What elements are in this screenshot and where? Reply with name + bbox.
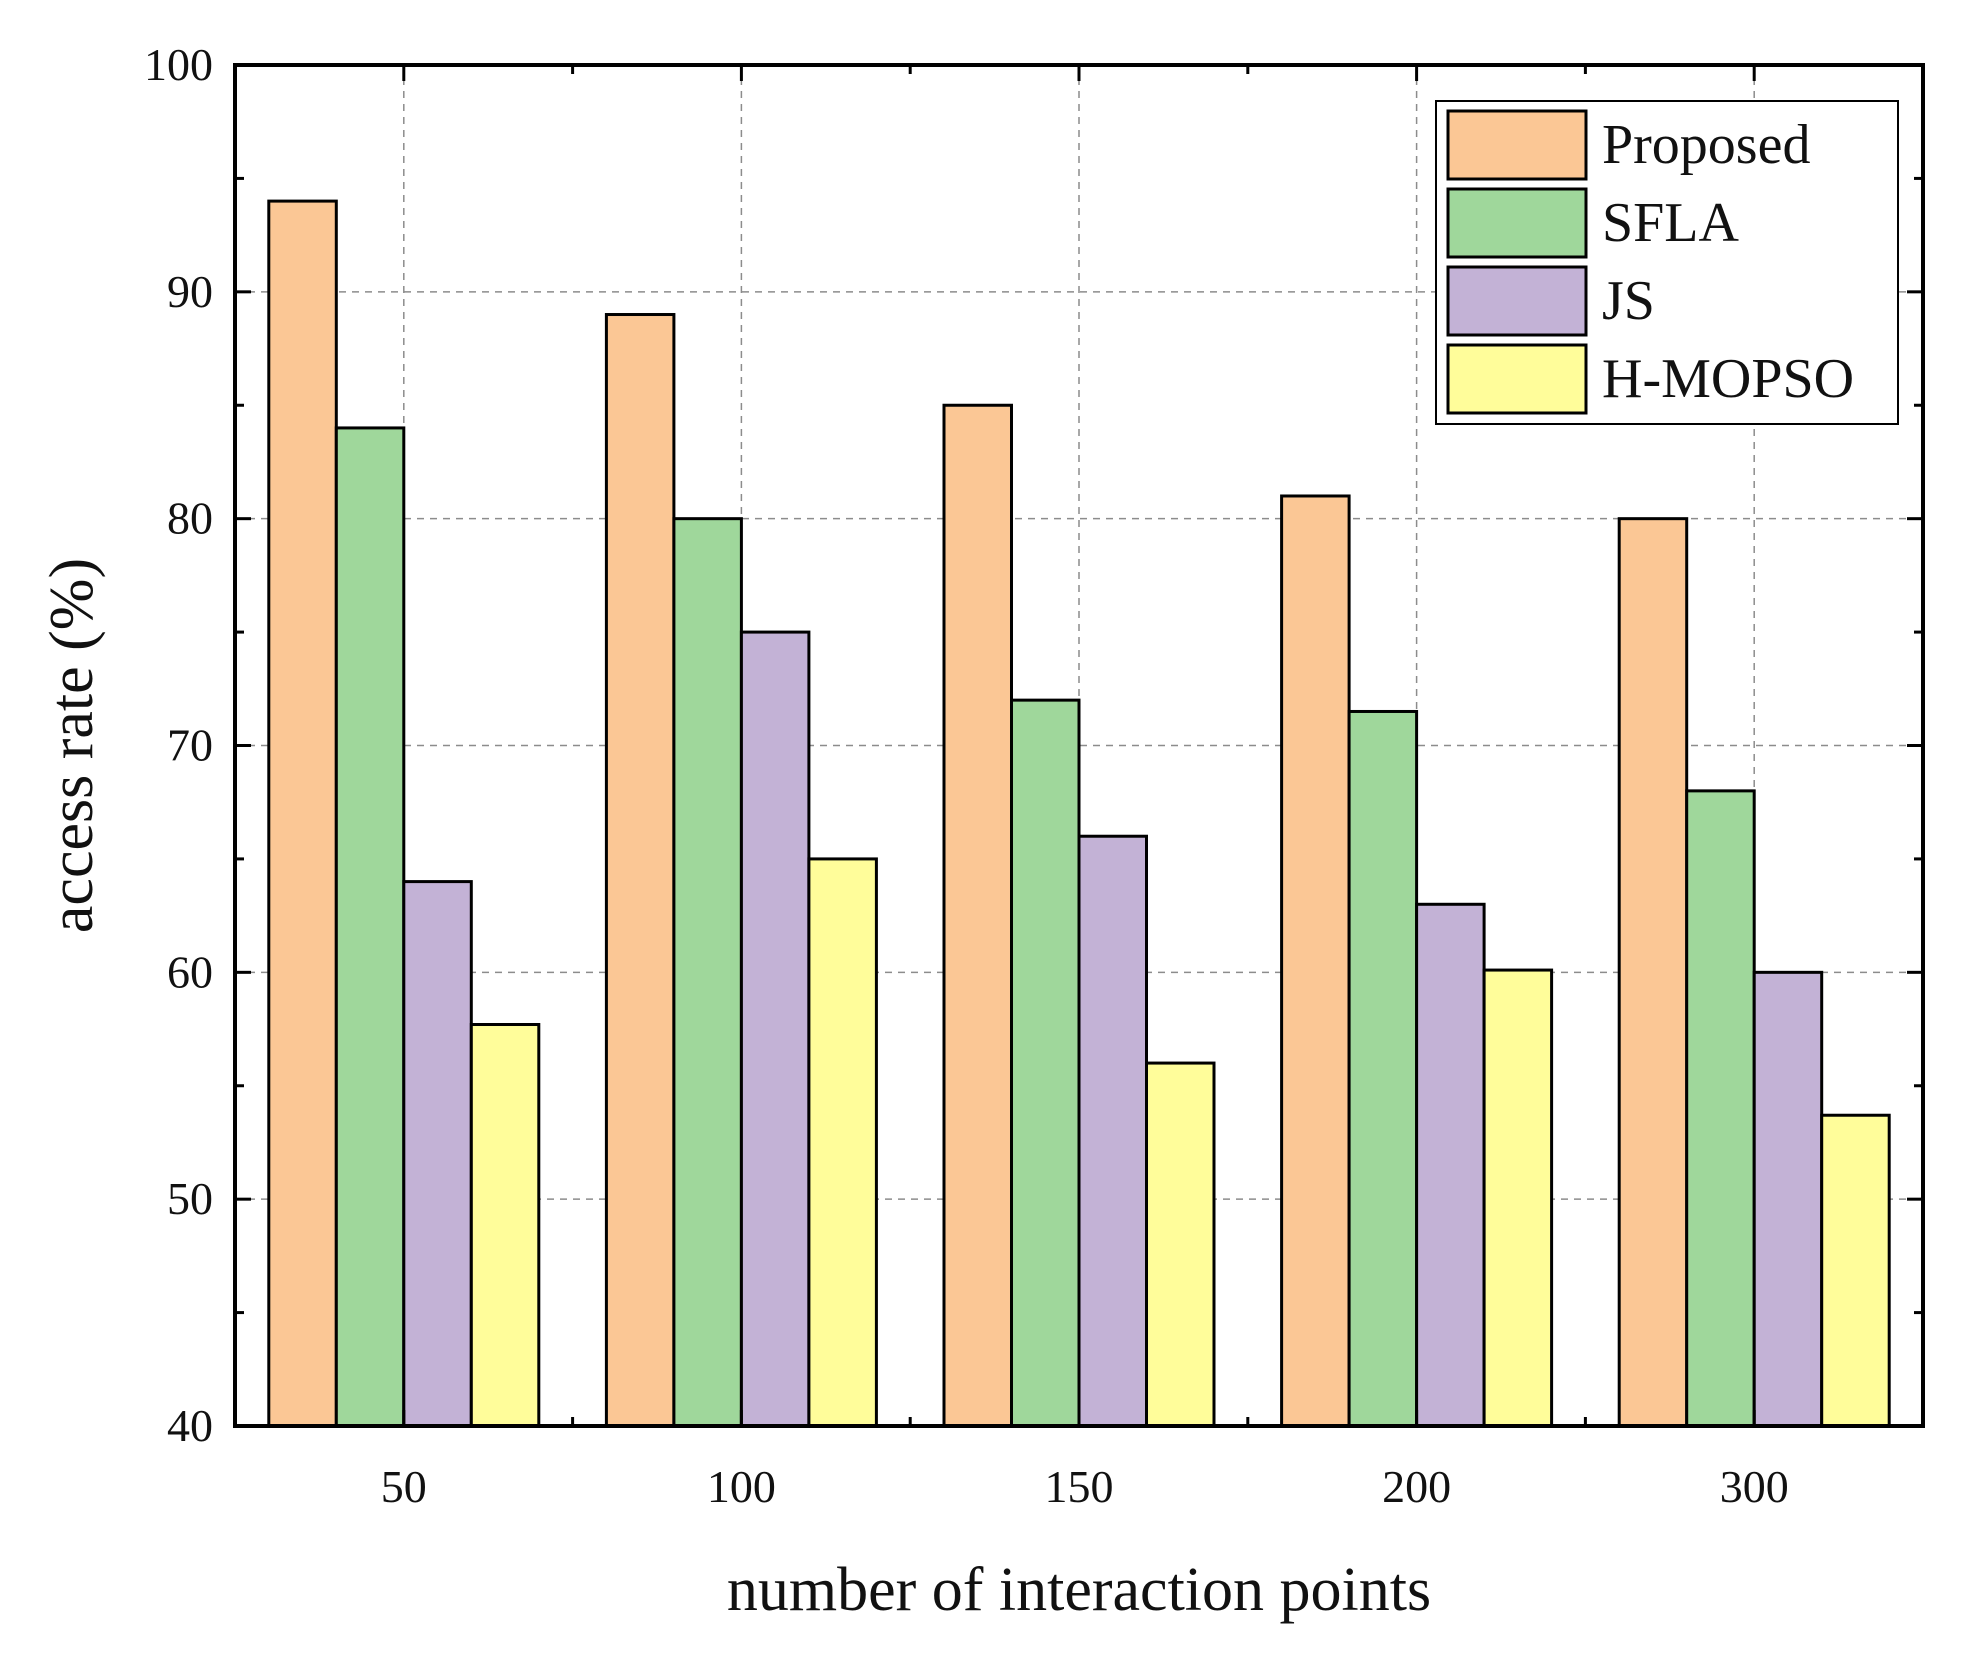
bar-sfla-200 — [1347, 709, 1419, 1428]
bar-h-mopso-100 — [807, 857, 878, 1428]
bar-js-50 — [402, 880, 473, 1428]
y-tick-label-50: 50 — [167, 1173, 213, 1224]
legend-swatch-sfla — [1446, 187, 1588, 259]
bar-sfla-100 — [672, 517, 743, 1428]
legend-swatch-h-mopso — [1446, 343, 1588, 415]
tick-labels: 40 50 60 70 80 90 100 50 100 150 200 300 — [144, 39, 1789, 1512]
x-tick-label-150: 150 — [1045, 1461, 1114, 1512]
bar-proposed-200 — [1280, 494, 1351, 1428]
bar-js-200 — [1415, 902, 1486, 1428]
legend: Proposed SFLA JS H-MOPSO — [1435, 100, 1899, 425]
y-tick-label-70: 70 — [167, 720, 213, 771]
legend-label-sfla: SFLA — [1602, 192, 1739, 254]
bar-js-150 — [1077, 834, 1148, 1428]
legend-label-js: JS — [1602, 270, 1655, 332]
bar-h-mopso-150 — [1145, 1061, 1216, 1428]
bar-sfla-300 — [1685, 789, 1756, 1428]
bar-h-mopso-300 — [1820, 1113, 1891, 1428]
bar-h-mopso-50 — [469, 1023, 541, 1428]
bar-sfla-150 — [1010, 698, 1081, 1428]
bar-proposed-300 — [1617, 517, 1689, 1428]
legend-label-proposed: Proposed — [1602, 114, 1810, 176]
y-axis-title: access rate (%) — [38, 558, 106, 933]
bar-js-300 — [1752, 970, 1824, 1428]
x-axis-title: number of interaction points — [727, 1556, 1431, 1624]
x-tick-label-100: 100 — [707, 1461, 776, 1512]
x-tick-label-50: 50 — [381, 1461, 427, 1512]
bar-h-mopso-200 — [1482, 968, 1554, 1428]
bar-proposed-100 — [604, 313, 676, 1428]
bar-proposed-50 — [267, 199, 338, 1428]
y-tick-label-90: 90 — [167, 266, 213, 317]
x-tick-label-200: 200 — [1382, 1461, 1451, 1512]
x-tick-label-300: 300 — [1720, 1461, 1789, 1512]
y-tick-label-100: 100 — [144, 39, 213, 90]
y-tick-label-60: 60 — [167, 946, 213, 997]
bar-sfla-50 — [334, 426, 406, 1428]
y-tick-label-80: 80 — [167, 493, 213, 544]
legend-label-h-mopso: H-MOPSO — [1602, 348, 1854, 410]
bar-js-100 — [739, 630, 811, 1428]
legend-swatch-proposed — [1446, 109, 1588, 181]
legend-swatch-js — [1446, 265, 1588, 337]
bar-proposed-150 — [942, 403, 1013, 1428]
y-tick-label-40: 40 — [167, 1400, 213, 1451]
ticks — [235, 63, 1923, 1428]
bars — [267, 199, 1891, 1428]
